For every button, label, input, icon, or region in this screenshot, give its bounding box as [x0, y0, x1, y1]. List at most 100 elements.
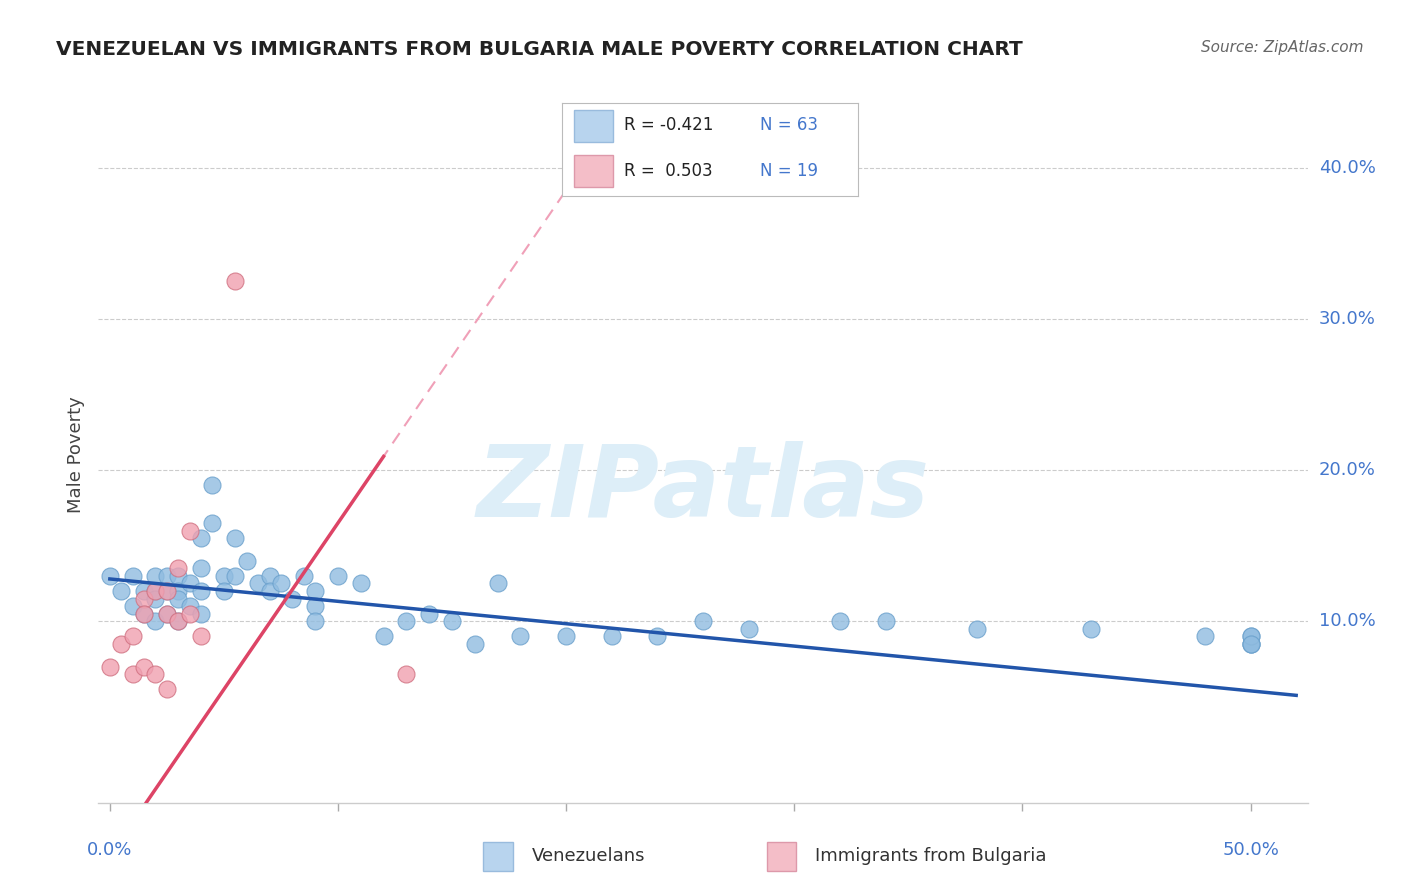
Point — [1080, 622, 1102, 636]
Point — [132, 607, 155, 621]
FancyBboxPatch shape — [574, 110, 613, 142]
Point — [132, 607, 155, 621]
FancyBboxPatch shape — [484, 842, 513, 871]
Point — [156, 584, 179, 599]
Text: N = 19: N = 19 — [761, 162, 818, 180]
Point — [224, 274, 246, 288]
Text: 50.0%: 50.0% — [1222, 841, 1279, 859]
Point — [692, 615, 714, 629]
Point — [304, 599, 326, 614]
Point — [190, 629, 212, 643]
Text: Venezuelans: Venezuelans — [531, 847, 645, 865]
Point — [486, 576, 509, 591]
Point — [224, 531, 246, 545]
Point — [304, 584, 326, 599]
Point — [212, 569, 235, 583]
Point — [326, 569, 349, 583]
Text: Source: ZipAtlas.com: Source: ZipAtlas.com — [1201, 40, 1364, 55]
Point — [98, 569, 121, 583]
Text: R = -0.421: R = -0.421 — [624, 116, 714, 134]
Point — [555, 629, 578, 643]
Point — [110, 584, 132, 599]
Point — [190, 561, 212, 575]
Point — [395, 615, 418, 629]
Point — [828, 615, 851, 629]
Point — [1239, 629, 1261, 643]
Point — [110, 637, 132, 651]
Text: VENEZUELAN VS IMMIGRANTS FROM BULGARIA MALE POVERTY CORRELATION CHART: VENEZUELAN VS IMMIGRANTS FROM BULGARIA M… — [56, 40, 1024, 59]
Point — [395, 667, 418, 681]
Text: 10.0%: 10.0% — [1319, 612, 1375, 631]
Point — [121, 599, 143, 614]
Point — [1194, 629, 1216, 643]
Point — [224, 569, 246, 583]
Point — [132, 591, 155, 606]
Point — [179, 607, 201, 621]
Point — [441, 615, 464, 629]
Point — [292, 569, 315, 583]
FancyBboxPatch shape — [766, 842, 796, 871]
Point — [167, 584, 190, 599]
Point — [190, 531, 212, 545]
Point — [1239, 637, 1261, 651]
Point — [98, 659, 121, 673]
Text: ZIPatlas: ZIPatlas — [477, 442, 929, 538]
Point — [212, 584, 235, 599]
Point — [167, 615, 190, 629]
Point — [179, 599, 201, 614]
Point — [373, 629, 395, 643]
Text: Immigrants from Bulgaria: Immigrants from Bulgaria — [814, 847, 1046, 865]
Point — [121, 569, 143, 583]
Point — [132, 659, 155, 673]
Text: 20.0%: 20.0% — [1319, 461, 1375, 479]
Point — [121, 629, 143, 643]
Point — [190, 607, 212, 621]
Point — [966, 622, 988, 636]
Text: 30.0%: 30.0% — [1319, 310, 1375, 327]
Point — [167, 561, 190, 575]
Text: 40.0%: 40.0% — [1319, 159, 1375, 177]
Point — [167, 615, 190, 629]
Y-axis label: Male Poverty: Male Poverty — [67, 397, 86, 513]
Point — [167, 569, 190, 583]
Point — [304, 615, 326, 629]
Point — [156, 607, 179, 621]
Point — [201, 516, 224, 530]
Point — [259, 569, 281, 583]
Point — [247, 576, 270, 591]
Point — [1239, 629, 1261, 643]
Point — [179, 576, 201, 591]
Point — [156, 584, 179, 599]
Point — [132, 584, 155, 599]
Point — [167, 591, 190, 606]
Point — [270, 576, 292, 591]
Point — [235, 554, 257, 568]
Point — [737, 622, 759, 636]
Point — [190, 584, 212, 599]
Point — [145, 667, 167, 681]
Point — [145, 584, 167, 599]
Point — [1239, 637, 1261, 651]
Text: N = 63: N = 63 — [761, 116, 818, 134]
Point — [201, 478, 224, 492]
Point — [145, 569, 167, 583]
Point — [875, 615, 897, 629]
Point — [259, 584, 281, 599]
Point — [647, 629, 669, 643]
Point — [1239, 637, 1261, 651]
Point — [509, 629, 531, 643]
Point — [281, 591, 304, 606]
FancyBboxPatch shape — [574, 155, 613, 187]
Point — [156, 607, 179, 621]
Point — [464, 637, 486, 651]
Point — [600, 629, 623, 643]
Point — [418, 607, 440, 621]
Point — [156, 682, 179, 697]
Text: 0.0%: 0.0% — [87, 841, 132, 859]
Point — [145, 615, 167, 629]
Point — [145, 584, 167, 599]
Point — [121, 667, 143, 681]
Point — [179, 524, 201, 538]
Point — [145, 591, 167, 606]
Point — [350, 576, 373, 591]
